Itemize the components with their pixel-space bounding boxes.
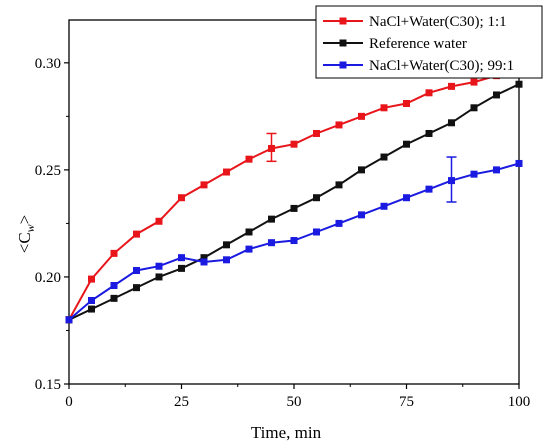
error-bar: [446, 156, 457, 203]
legend-entry-3: NaCl+Water(C30); 99:1: [323, 58, 514, 74]
data-point: [200, 258, 208, 266]
y-axis-title: <Cw>: [15, 215, 37, 254]
x-tick-label: 25: [174, 394, 189, 410]
data-point: [470, 170, 478, 178]
error-bar-layer: [266, 132, 457, 203]
data-point: [245, 245, 253, 253]
data-point: [290, 237, 298, 245]
legend: NaCl+Water(C30); 1:1 Reference water NaCl+…: [315, 5, 543, 79]
data-point: [88, 296, 95, 304]
axis-tick-labels: 0 25 50 75 100 0.15 0.20 0.25 0.30: [35, 56, 531, 410]
data-point: [380, 104, 388, 112]
data-point: [403, 100, 410, 108]
legend-entry-1: NaCl+Water(C30); 1:1: [323, 14, 507, 30]
data-point: [335, 121, 343, 129]
data-point: [200, 254, 208, 262]
data-point: [403, 194, 410, 202]
data-point: [178, 264, 185, 272]
data-point: [515, 80, 523, 88]
data-point: [425, 89, 433, 97]
y-tick-label: 0.20: [35, 270, 61, 286]
data-point: [380, 153, 388, 161]
x-tick-label: 50: [287, 394, 302, 410]
legend-label: NaCl+Water(C30); 99:1: [369, 58, 514, 74]
data-point: [425, 185, 433, 193]
data-point: [358, 166, 365, 174]
data-point: [290, 140, 298, 148]
data-point: [200, 181, 208, 189]
data-point: [133, 267, 140, 275]
data-point: [448, 119, 455, 127]
y-axis-title-close: >: [15, 215, 34, 225]
data-point: [268, 215, 275, 223]
data-point: [110, 294, 118, 302]
data-point: [358, 211, 365, 219]
data-point: [223, 241, 230, 249]
data-point: [425, 129, 433, 137]
data-point: [178, 254, 185, 262]
data-point: [313, 228, 320, 236]
y-axis-title-subscript: w: [23, 224, 37, 232]
y-axis-title-main: <C: [15, 232, 34, 253]
y-tick-label: 0.25: [35, 163, 61, 179]
data-point: [335, 219, 343, 227]
x-tick-label: 0: [65, 394, 73, 410]
data-point: [88, 305, 95, 313]
data-point: [515, 159, 523, 167]
legend-swatch-marker: [339, 17, 347, 25]
series-3: [65, 159, 523, 324]
data-point: [313, 194, 320, 202]
data-point: [403, 140, 410, 148]
data-point: [493, 166, 500, 174]
x-tick-label: 100: [508, 394, 531, 410]
data-point: [133, 284, 140, 292]
data-point: [470, 104, 478, 112]
data-point: [223, 168, 230, 176]
data-point: [223, 256, 230, 264]
data-point: [245, 228, 253, 236]
data-point: [493, 91, 500, 99]
x-tick-label: 75: [399, 394, 414, 410]
data-point: [335, 181, 343, 189]
data-point: [178, 194, 185, 202]
data-point: [290, 204, 298, 212]
legend-label: NaCl+Water(C30); 1:1: [369, 14, 507, 30]
data-point: [133, 230, 140, 238]
data-point: [268, 239, 275, 247]
legend-swatch-marker: [339, 39, 347, 47]
data-point: [65, 316, 73, 324]
data-point: [110, 282, 118, 290]
y-tick-label: 0.30: [35, 56, 61, 72]
data-point: [155, 262, 163, 270]
data-point: [380, 202, 388, 210]
legend-entry-2: Reference water: [323, 36, 467, 52]
data-point: [448, 82, 455, 90]
legend-swatch-marker: [339, 61, 347, 69]
legend-label: Reference water: [369, 36, 467, 52]
x-axis-title: Time, min: [251, 423, 322, 442]
data-point: [155, 273, 163, 281]
data-point: [245, 155, 253, 163]
data-point: [88, 275, 95, 283]
svg-text:<Cw>: <Cw>: [15, 215, 37, 254]
data-point: [110, 249, 118, 257]
data-point: [470, 78, 478, 86]
data-point: [155, 217, 163, 225]
y-tick-label: 0.15: [35, 377, 61, 393]
series-layer: [65, 65, 523, 324]
error-bar: [266, 132, 277, 163]
axis-ticks: [64, 62, 520, 389]
data-point: [358, 112, 365, 120]
data-point: [313, 129, 320, 137]
